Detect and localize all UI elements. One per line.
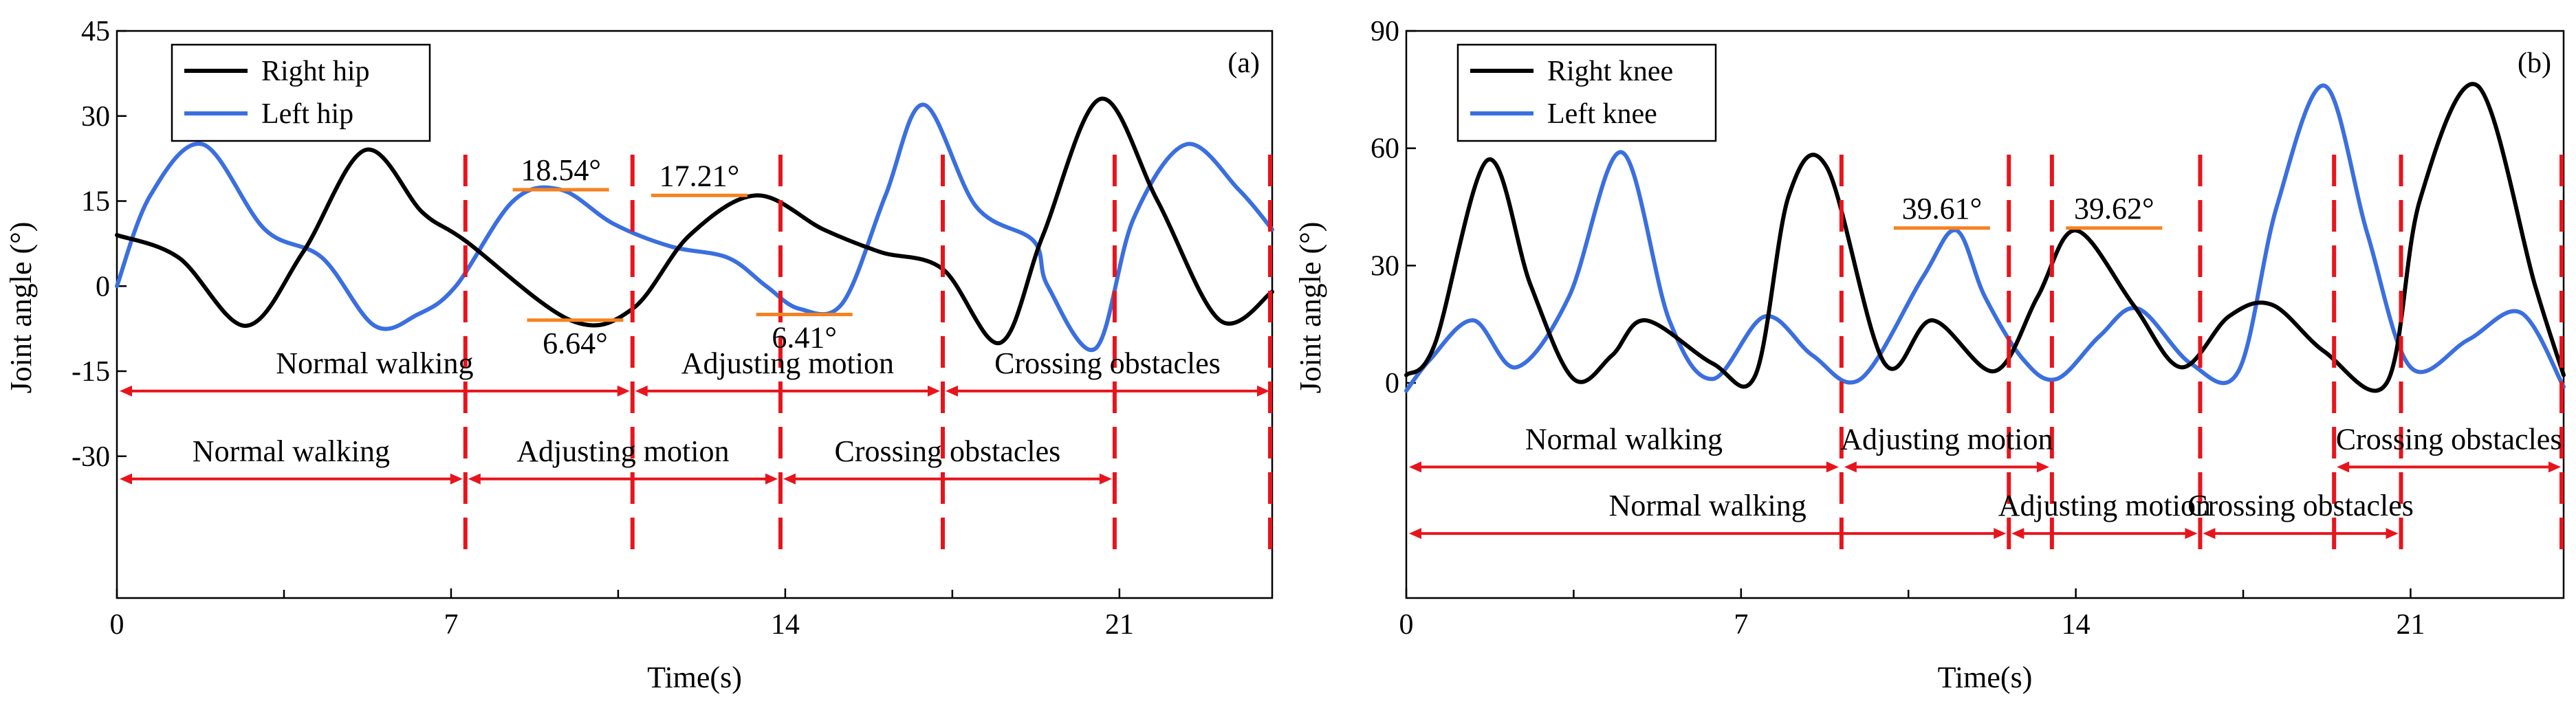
x-tick-label: 0: [110, 609, 124, 641]
phase-arrowhead: [1099, 473, 1112, 485]
y-tick-label: 15: [81, 186, 110, 218]
legend-entry-label: Left hip: [261, 98, 353, 130]
phase-arrowhead: [1409, 528, 1421, 540]
phase-arrowhead: [2548, 461, 2561, 473]
y-tick-label: 0: [96, 271, 110, 302]
peak-value-label: 6.64°: [543, 327, 608, 360]
peak-value-label: 18.54°: [521, 153, 601, 187]
phase-label: Normal walking: [276, 346, 473, 380]
phase-label: Adjusting motion: [1998, 489, 2211, 522]
peak-value-label: 39.61°: [1902, 192, 1983, 225]
peak-value-label: 6.41°: [772, 321, 837, 355]
y-tick-label: 60: [1371, 133, 1399, 165]
phase-arrowhead: [2011, 528, 2024, 540]
y-tick-label: -15: [72, 356, 110, 388]
x-tick-label: 14: [2062, 609, 2091, 641]
phase-arrowhead: [617, 385, 630, 397]
x-axis-label: Time(s): [1938, 661, 2033, 694]
phase-arrowhead: [2185, 528, 2198, 540]
phase-arrowhead: [2036, 461, 2049, 473]
phase-arrowhead: [1257, 385, 1269, 397]
phase-label: Adjusting motion: [516, 434, 729, 468]
panel-label: (b): [2518, 47, 2551, 79]
phase-arrowhead: [1826, 461, 1839, 473]
phase-label: Adjusting motion: [1840, 422, 2053, 456]
phase-arrowhead: [450, 473, 463, 485]
y-axis-label: Joint angle (°): [1294, 222, 1327, 394]
phase-arrowhead: [2203, 528, 2216, 540]
phase-arrowhead: [783, 473, 796, 485]
y-tick-label: 0: [1385, 368, 1399, 399]
legend-box: [171, 43, 431, 142]
x-tick-label: 7: [1734, 609, 1748, 641]
legend-box: [1456, 43, 1717, 142]
panel-label: (a): [1227, 47, 1260, 79]
phase-arrowhead: [468, 473, 481, 485]
phase-label: Crossing obstacles: [994, 346, 1221, 380]
phase-label: Crossing obstacles: [2336, 422, 2562, 456]
y-tick-label: 45: [81, 16, 110, 47]
x-tick-label: 0: [1399, 609, 1414, 641]
legend: Right knee Left knee: [1456, 43, 1717, 142]
legend: Right hip Left hip: [171, 43, 431, 142]
legend-entry-label: Left knee: [1547, 98, 1657, 130]
x-tick-label: 21: [1105, 609, 1134, 641]
phase-label: Crossing obstacles: [2187, 489, 2414, 522]
hip-angle-panel: 45 30 15 0 -15 -30 0 7 14 21 Time(s) Joint angle (°…: [4, 16, 1274, 694]
legend-entry-label: Right hip: [261, 56, 370, 87]
knee-angle-panel: 90 60 30 0 0 7 14 21 Time(s) Joint angle (°) (b) 39…: [1294, 16, 2566, 694]
series-line-left-knee: [1404, 83, 2566, 393]
y-tick-label: 30: [1371, 250, 1399, 282]
legend-entry-label: Right knee: [1547, 56, 1673, 87]
phase-label: Adjusting motion: [681, 346, 894, 380]
y-tick-label: -30: [72, 441, 110, 473]
series-line-left-hip: [115, 102, 1274, 353]
phase-arrowhead: [1844, 461, 1857, 473]
phase-label: Normal walking: [1609, 489, 1807, 522]
phase-arrowhead: [2386, 528, 2399, 540]
x-tick-label: 14: [771, 609, 800, 641]
peak-value-label: 39.62°: [2074, 192, 2154, 225]
phase-label: Crossing obstacles: [835, 434, 1061, 468]
series-line-right-hip: [115, 96, 1274, 345]
x-tick-label: 21: [2396, 609, 2425, 641]
phase-label: Normal walking: [1525, 422, 1723, 456]
phase-arrowhead: [765, 473, 778, 485]
phase-arrowhead: [1409, 461, 1421, 473]
phase-arrowhead: [927, 385, 940, 397]
phase-arrowhead: [635, 385, 648, 397]
phase-arrowhead: [120, 385, 132, 397]
phase-arrowhead: [1994, 528, 2007, 540]
x-tick-label: 7: [444, 609, 458, 641]
phase-arrowhead: [945, 385, 958, 397]
y-axis-label: Joint angle (°): [4, 222, 38, 394]
phase-label: Normal walking: [193, 434, 390, 468]
phase-arrowhead: [120, 473, 132, 485]
x-axis-label: Time(s): [647, 661, 742, 694]
y-tick-label: 30: [81, 101, 110, 133]
y-tick-label: 90: [1371, 16, 1399, 47]
peak-value-label: 17.21°: [659, 159, 740, 192]
phase-arrowhead: [2337, 461, 2350, 473]
